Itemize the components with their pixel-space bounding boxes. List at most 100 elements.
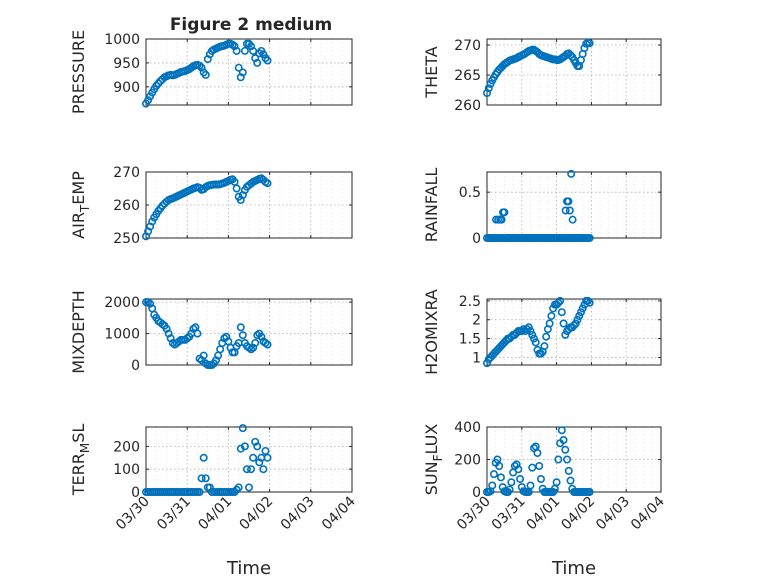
data-point bbox=[263, 340, 272, 349]
data-point bbox=[571, 319, 580, 328]
data-point bbox=[559, 319, 568, 328]
data-point bbox=[583, 296, 592, 305]
data-point bbox=[197, 474, 206, 483]
data-point bbox=[497, 215, 506, 224]
y-tick-label: 260 bbox=[113, 198, 140, 214]
y-tick-label: 0 bbox=[472, 485, 481, 501]
series-air-temp bbox=[142, 174, 272, 241]
y-axis-label: H2OMIXRA bbox=[422, 289, 441, 375]
y-tick-label: 1000 bbox=[104, 327, 140, 343]
y-axis-label: RAINFALL bbox=[422, 168, 441, 243]
data-point bbox=[263, 56, 272, 65]
data-point bbox=[580, 43, 589, 52]
y-tick-label: 2 bbox=[472, 313, 481, 329]
subplot-theta: 260 265 270 THETA bbox=[422, 38, 662, 114]
data-point bbox=[533, 448, 542, 457]
data-point bbox=[148, 217, 157, 226]
subplot-rainfall: 0 0.5 RAINFALL bbox=[422, 168, 662, 247]
series-mixdepth bbox=[142, 298, 272, 369]
data-point bbox=[259, 465, 268, 474]
data-point bbox=[263, 179, 272, 188]
data-point bbox=[512, 460, 521, 469]
data-point bbox=[585, 487, 594, 496]
data-point bbox=[552, 478, 561, 487]
data-point bbox=[573, 315, 582, 324]
data-point bbox=[232, 46, 241, 55]
data-point bbox=[240, 46, 249, 55]
x-tick-label: 04/02 bbox=[558, 494, 598, 534]
data-point bbox=[565, 206, 574, 215]
data-point bbox=[528, 463, 537, 472]
x-axis-label: Time bbox=[551, 558, 596, 579]
data-point bbox=[253, 442, 262, 451]
figure-title: Figure 2 medium bbox=[170, 15, 332, 35]
data-point bbox=[557, 426, 566, 435]
y-tick-label: 270 bbox=[113, 165, 140, 181]
data-point bbox=[238, 424, 247, 433]
data-point bbox=[240, 442, 249, 451]
data-point bbox=[263, 453, 272, 462]
series-h2omixra bbox=[482, 296, 594, 368]
y-tick-label: 2.5 bbox=[459, 294, 481, 310]
data-point bbox=[251, 437, 260, 446]
axes-box bbox=[145, 426, 353, 493]
data-point bbox=[236, 444, 245, 453]
data-point bbox=[578, 304, 587, 313]
subplot-air-temp: 250 260 270 AIRTEMP bbox=[69, 165, 353, 247]
data-point bbox=[585, 234, 594, 243]
y-axis-label: MIXDEPTH bbox=[69, 290, 88, 373]
data-point bbox=[514, 465, 523, 474]
y-tick-label: 1.5 bbox=[459, 332, 481, 348]
data-point bbox=[199, 453, 208, 462]
data-point bbox=[496, 473, 505, 482]
subplot-sun-flux: 020040003/3003/3104/0104/0204/0304/04Tim… bbox=[422, 420, 668, 579]
data-point bbox=[564, 466, 573, 475]
data-point bbox=[561, 330, 570, 339]
data-point bbox=[261, 446, 270, 455]
axes-box bbox=[145, 298, 353, 366]
y-axis-label: PRESSURE bbox=[69, 30, 88, 114]
data-point bbox=[568, 215, 577, 224]
data-point bbox=[484, 84, 493, 93]
data-point bbox=[193, 329, 202, 338]
data-point bbox=[507, 478, 516, 487]
subplot-pressure: 900 950 1000 PRESSURE bbox=[69, 30, 353, 114]
data-point bbox=[255, 458, 264, 467]
data-point bbox=[529, 334, 538, 343]
x-axis-label: Time bbox=[226, 558, 271, 579]
data-point bbox=[216, 345, 225, 354]
data-point bbox=[542, 332, 551, 341]
data-point bbox=[540, 342, 549, 351]
y-tick-label: 1 bbox=[472, 350, 481, 366]
data-point bbox=[201, 474, 210, 483]
data-point bbox=[585, 39, 594, 48]
y-tick-label: 200 bbox=[113, 439, 140, 455]
y-tick-label: 270 bbox=[454, 38, 481, 54]
data-point bbox=[505, 485, 514, 494]
series-sun-flux bbox=[482, 426, 594, 496]
data-point bbox=[232, 184, 241, 193]
y-tick-label: 100 bbox=[113, 462, 140, 478]
x-tick-label: 03/31 bbox=[154, 494, 194, 534]
data-point bbox=[569, 321, 578, 330]
y-axis-label: AIRTEMP bbox=[69, 171, 92, 239]
data-point bbox=[567, 169, 576, 178]
axes-box bbox=[486, 298, 662, 366]
x-tick-label: 04/03 bbox=[593, 494, 633, 534]
data-point bbox=[557, 308, 566, 317]
data-point bbox=[238, 68, 247, 77]
y-tick-label: 400 bbox=[454, 420, 481, 436]
y-tick-label: 0 bbox=[131, 358, 140, 374]
y-tick-label: 200 bbox=[454, 453, 481, 469]
data-point bbox=[253, 58, 262, 67]
x-tick-label: 04/01 bbox=[524, 494, 564, 534]
x-tick-label: 04/04 bbox=[319, 493, 359, 533]
data-point bbox=[251, 338, 260, 347]
data-point bbox=[482, 359, 491, 368]
data-point bbox=[536, 349, 545, 358]
data-point bbox=[564, 197, 573, 206]
y-axis-label: TERRMSL bbox=[69, 424, 92, 497]
data-point bbox=[242, 465, 251, 474]
